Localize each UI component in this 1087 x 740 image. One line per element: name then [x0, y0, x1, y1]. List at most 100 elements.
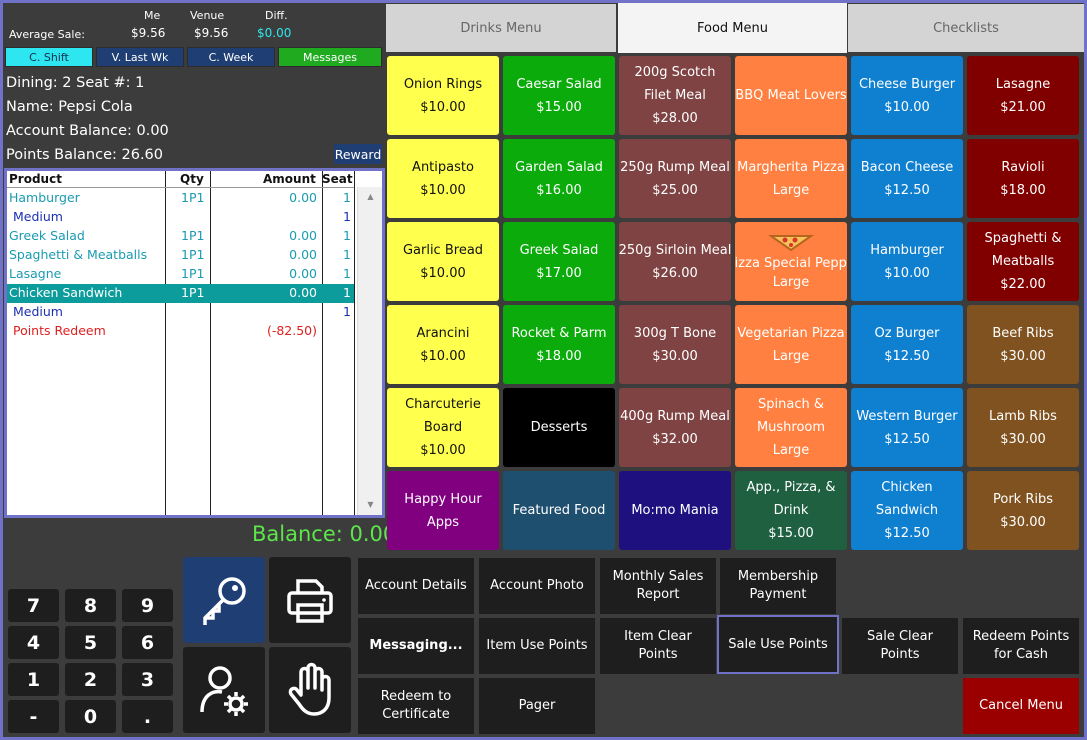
keypad-key[interactable]: 3 — [122, 663, 173, 696]
menu-item-line: BBQ Meat Lovers — [735, 88, 847, 103]
menu-item[interactable]: Beef Ribs $30.00 — [967, 305, 1079, 384]
menu-item[interactable]: Western Burger $12.50 — [851, 388, 963, 467]
account-details-button[interactable]: Account Details — [358, 558, 474, 614]
menu-item[interactable]: Caesar Salad $15.00 — [503, 56, 615, 135]
menu-item-line: Hamburger — [870, 242, 944, 258]
redeem-to-certificate-button[interactable]: Redeem to Certificate — [358, 678, 474, 734]
pager-button[interactable]: Pager — [479, 678, 595, 734]
menu-item[interactable]: Arancini $10.00 — [387, 305, 499, 384]
avg-sale-label: Average Sale: — [9, 28, 85, 41]
order-row-modifier[interactable]: Medium 1 — [7, 208, 354, 227]
keypad-key[interactable]: . — [122, 700, 173, 733]
item-clear-points-button[interactable]: Item Clear Points — [600, 618, 716, 674]
menu-item[interactable]: App., Pizza, & Drink $15.00 — [735, 471, 847, 550]
order-scrollbar[interactable]: ▲ ▼ — [357, 187, 382, 515]
menu-item-line: Mo:mo Mania — [631, 503, 719, 518]
item-use-points-button[interactable]: Item Use Points — [479, 618, 595, 674]
menu-item[interactable]: Pizza Special Peppe Large — [735, 222, 847, 301]
menu-item[interactable]: Onion Rings $10.00 — [387, 56, 499, 135]
order-row-points-redeem[interactable]: Points Redeem (-82.50) — [7, 322, 354, 341]
scroll-up-icon[interactable]: ▲ — [367, 192, 374, 201]
menu-item-line: Happy Hour — [404, 491, 482, 507]
menu-item[interactable]: Ravioli $18.00 — [967, 139, 1079, 218]
keypad-key[interactable]: 0 — [65, 700, 116, 733]
row-seat: 1 — [343, 285, 351, 300]
venue-last-week-button[interactable]: V. Last Wk — [96, 47, 184, 67]
keypad-key[interactable]: 4 — [8, 626, 59, 659]
menu-item-line: Rocket & Parm — [511, 325, 607, 341]
menu-item[interactable]: Featured Food — [503, 471, 615, 550]
avg-sale-me: $9.56 — [131, 26, 166, 40]
keypad-key[interactable]: 8 — [65, 589, 116, 622]
menu-item[interactable]: Rocket & Parm $18.00 — [503, 305, 615, 384]
menu-item[interactable]: BBQ Meat Lovers — [735, 56, 847, 135]
row-qty: 1P1 — [181, 190, 205, 205]
keypad-key[interactable]: 7 — [8, 589, 59, 622]
menu-item-line: Ravioli — [1001, 159, 1045, 175]
menu-item[interactable]: Mo:mo Mania — [619, 471, 731, 550]
keypad-key[interactable]: 9 — [122, 589, 173, 622]
menu-item[interactable]: Vegetarian Pizza Large — [735, 305, 847, 384]
order-row-modifier[interactable]: Medium 1 — [7, 303, 354, 322]
menu-item[interactable]: Pork Ribs $30.00 — [967, 471, 1079, 550]
order-row-spaghetti[interactable]: Spaghetti & Meatballs 1P1 0.00 1 — [7, 246, 354, 265]
key-icon[interactable] — [183, 557, 265, 643]
menu-item[interactable]: Spaghetti & Meatballs $22.00 — [967, 222, 1079, 301]
menu-item[interactable]: Spinach & Mushroom Large — [735, 388, 847, 467]
current-week-button[interactable]: C. Week — [187, 47, 275, 67]
printer-icon[interactable] — [269, 557, 351, 643]
keypad-key[interactable]: 1 — [8, 663, 59, 696]
menu-item-line: Antipasto — [412, 159, 474, 175]
tab-checklists[interactable]: Checklists — [848, 4, 1084, 52]
menu-item[interactable]: Hamburger $10.00 — [851, 222, 963, 301]
menu-item[interactable]: Desserts — [503, 388, 615, 467]
menu-item[interactable]: Antipasto $10.00 — [387, 139, 499, 218]
menu-item[interactable]: Chicken Sandwich $12.50 — [851, 471, 963, 550]
menu-item[interactable]: Garlic Bread $10.00 — [387, 222, 499, 301]
monthly-sales-report-button[interactable]: Monthly Sales Report — [600, 558, 716, 614]
order-row-chicken-sandwich[interactable]: Chicken Sandwich 1P1 0.00 1 — [7, 284, 354, 303]
menu-item[interactable]: Greek Salad $17.00 — [503, 222, 615, 301]
keypad-key[interactable]: 5 — [65, 626, 116, 659]
tab-food-menu[interactable]: Food Menu — [618, 3, 847, 53]
tab-drinks-menu[interactable]: Drinks Menu — [386, 4, 616, 52]
sale-clear-points-button[interactable]: Sale Clear Points — [842, 618, 958, 674]
menu-item[interactable]: Charcuterie Board $10.00 — [387, 388, 499, 467]
menu-item-line: Large — [772, 348, 810, 364]
hand-icon[interactable] — [269, 647, 351, 733]
redeem-points-for-cash-button[interactable]: Redeem Points for Cash — [963, 618, 1079, 674]
cancel-menu-button[interactable]: Cancel Menu — [963, 678, 1079, 734]
menu-item[interactable]: 250g Rump Meal $25.00 — [619, 139, 731, 218]
account-photo-button[interactable]: Account Photo — [479, 558, 595, 614]
menu-item[interactable]: Lasagne $21.00 — [967, 56, 1079, 135]
menu-item[interactable]: Oz Burger $12.50 — [851, 305, 963, 384]
menu-item[interactable]: 250g Sirloin Meal $26.00 — [619, 222, 731, 301]
menu-item[interactable]: Bacon Cheese $12.50 — [851, 139, 963, 218]
order-row-hamburger[interactable]: Hamburger 1P1 0.00 1 — [7, 189, 354, 208]
order-row-lasagne[interactable]: Lasagne 1P1 0.00 1 — [7, 265, 354, 284]
messages-button[interactable]: Messages — [278, 47, 382, 67]
scroll-down-icon[interactable]: ▼ — [367, 500, 374, 509]
menu-item[interactable]: Lamb Ribs $30.00 — [967, 388, 1079, 467]
membership-payment-button[interactable]: Membership Payment — [720, 558, 836, 614]
menu-item-line: Margherita Pizza — [737, 159, 845, 175]
menu-item[interactable]: 400g Rump Meal $32.00 — [619, 388, 731, 467]
sale-use-points-button[interactable]: Sale Use Points — [717, 615, 839, 674]
current-shift-button[interactable]: C. Shift — [5, 47, 93, 67]
messaging-button[interactable]: Messaging... — [358, 618, 474, 674]
menu-item[interactable]: 300g T Bone $30.00 — [619, 305, 731, 384]
order-row-greek-salad[interactable]: Greek Salad 1P1 0.00 1 — [7, 227, 354, 246]
menu-item-line: $22.00 — [1000, 277, 1046, 292]
keypad-key[interactable]: - — [8, 700, 59, 733]
keypad-key[interactable]: 6 — [122, 626, 173, 659]
menu-item[interactable]: Margherita Pizza Large — [735, 139, 847, 218]
menu-item[interactable]: Garden Salad $16.00 — [503, 139, 615, 218]
keypad-key[interactable]: 2 — [65, 663, 116, 696]
menu-item[interactable]: Cheese Burger $10.00 — [851, 56, 963, 135]
user-settings-icon[interactable] — [183, 647, 265, 733]
row-seat: 1 — [343, 266, 351, 281]
menu-item[interactable]: Happy Hour Apps — [387, 471, 499, 550]
menu-item[interactable]: 200g Scotch Filet Meal $28.00 — [619, 56, 731, 135]
menu-item-line: $15.00 — [536, 99, 582, 115]
reward-button[interactable]: Reward — [334, 144, 382, 164]
